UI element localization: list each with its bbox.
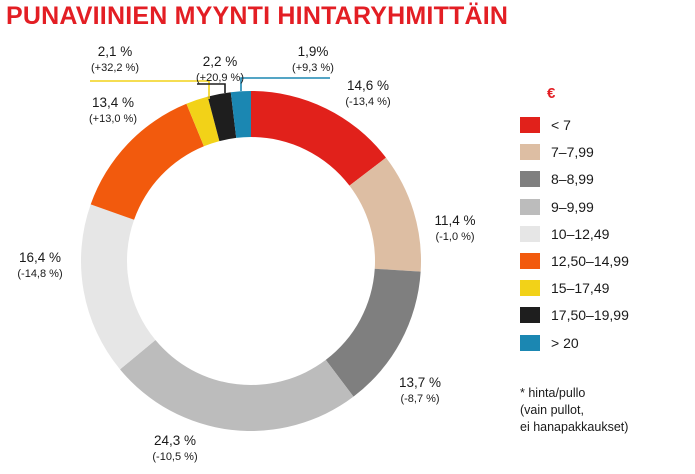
footnote: * hinta/pullo (vain pullot, ei hanapakka… — [520, 385, 628, 436]
donut-slice — [120, 340, 354, 431]
leader-line — [240, 77, 330, 91]
slice-value-label: 1,9% — [298, 44, 329, 59]
donut-slice — [325, 268, 421, 397]
donut-slice — [90, 103, 204, 220]
donut-slice — [230, 91, 251, 138]
slice-change-label: (+13,0 %) — [89, 113, 137, 125]
legend-swatch — [520, 225, 540, 242]
donut-chart: 14,6 % (-13,4 %) 11,4 % (-1,0 %) 13,7 % (-8,7… — [17, 44, 475, 463]
slice-change-label: (-1,0 %) — [435, 231, 474, 243]
leader-line — [90, 80, 210, 99]
legend-title: € — [547, 85, 556, 102]
legend-item: 12,50–14,99 — [520, 252, 629, 270]
legend-label: 7–7,99 — [551, 144, 594, 161]
legend-item: > 20 — [520, 334, 579, 352]
slice-value-label: 2,1 % — [98, 44, 133, 59]
footnote-line: * hinta/pullo — [520, 386, 586, 400]
donut-slice — [251, 91, 386, 186]
legend-swatch — [520, 253, 540, 269]
slice-value-label: 2,2 % — [203, 54, 238, 69]
legend-item: 15–17,49 — [520, 279, 609, 297]
slice-value-label: 11,4 % — [434, 213, 475, 228]
slice-value-label: 16,4 % — [19, 250, 61, 265]
legend-item: 8–8,99 — [520, 170, 594, 188]
legend-label: 8–8,99 — [551, 171, 594, 188]
leader-line — [197, 83, 226, 93]
legend-item: 17,50–19,99 — [520, 306, 629, 324]
slice-change-label: (+32,2 %) — [91, 62, 139, 74]
legend-label: > 20 — [551, 334, 579, 351]
donut-slice — [349, 157, 421, 272]
slice-value-label: 24,3 % — [154, 433, 196, 448]
legend-swatch — [520, 171, 540, 188]
legend-label: 9–9,99 — [551, 198, 594, 215]
donut-slice — [207, 92, 237, 142]
legend-swatch — [520, 307, 540, 324]
legend-label: < 7 — [551, 117, 571, 133]
legend-swatch — [520, 117, 540, 133]
slice-change-label: (-10,5 %) — [152, 451, 197, 463]
legend-swatch — [520, 334, 540, 351]
legend-item: 10–12,49 — [520, 225, 609, 243]
legend-swatch — [520, 198, 540, 215]
slice-change-label: (+20,9 %) — [196, 72, 244, 84]
footnote-line: ei hanapakkaukset) — [520, 420, 629, 434]
slice-change-label: (+9,3 %) — [292, 62, 334, 74]
legend-swatch — [520, 144, 540, 161]
legend-label: 10–12,49 — [551, 225, 610, 242]
slice-value-label: 13,7 % — [399, 375, 441, 390]
legend-item: < 7 — [520, 116, 571, 134]
slice-value-label: 14,6 % — [347, 78, 389, 93]
slice-change-label: (-8,7 %) — [400, 393, 439, 405]
legend-label: 12,50–14,99 — [551, 253, 629, 269]
legend-label: 17,50–19,99 — [551, 307, 629, 324]
slice-change-label: (-14,8 %) — [17, 268, 62, 280]
donut-slice — [186, 96, 220, 147]
slice-change-label: (-13,4 %) — [345, 96, 390, 108]
legend-swatch — [520, 280, 540, 297]
slice-value-label: 13,4 % — [92, 95, 134, 110]
legend-item: 9–9,99 — [520, 198, 594, 216]
legend-label: 15–17,49 — [551, 280, 610, 297]
donut-slice — [80, 204, 156, 370]
footnote-line: (vain pullot, — [520, 403, 584, 417]
legend-item: 7–7,99 — [520, 143, 594, 161]
chart-title: PUNAVIINIEN MYYNTI HINTARYHMITTÄIN — [6, 2, 509, 30]
legend: € < 7 7–7,99 8–8,99 9–9,99 10–12,49 12,50–14,… — [520, 85, 690, 351]
